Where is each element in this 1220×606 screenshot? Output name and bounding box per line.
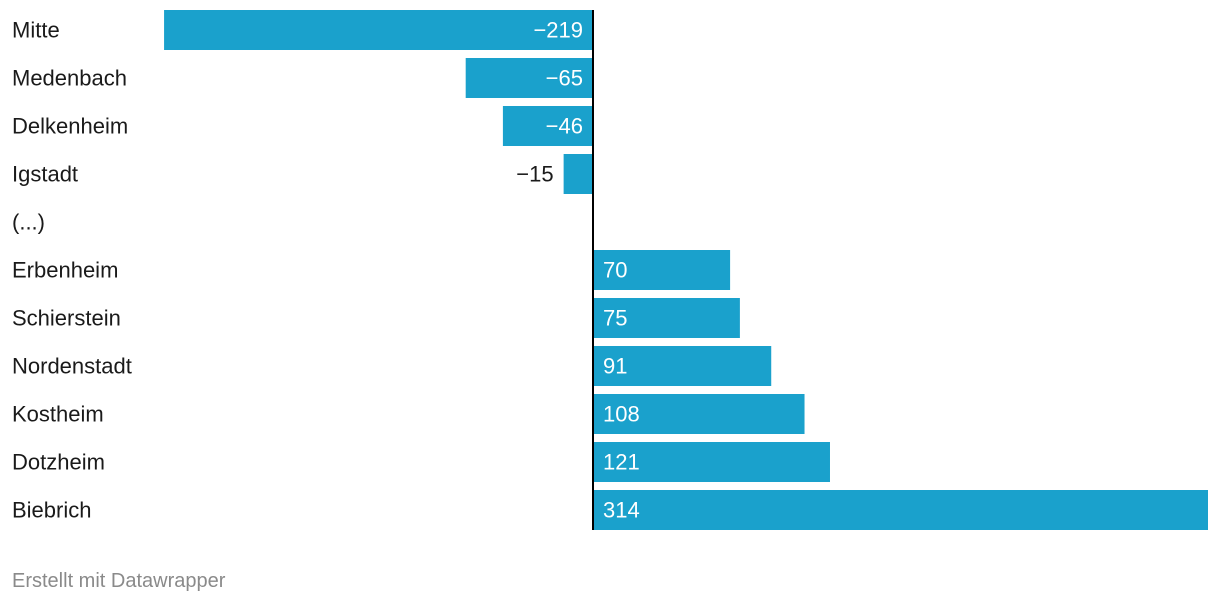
category-label: Medenbach	[12, 66, 127, 91]
category-label: Mitte	[12, 18, 60, 43]
value-label: −219	[533, 18, 583, 43]
value-label: −46	[546, 114, 583, 139]
category-label: Kostheim	[12, 402, 104, 427]
value-label: 121	[603, 450, 640, 475]
bar	[593, 298, 740, 338]
category-label: Schierstein	[12, 306, 121, 331]
bar	[593, 346, 772, 386]
bar	[465, 58, 593, 98]
bar	[502, 106, 593, 146]
category-label: Igstadt	[12, 162, 78, 187]
category-label: (...)	[12, 210, 45, 235]
value-label: 91	[603, 354, 627, 379]
bar	[164, 10, 593, 50]
category-label: Dotzheim	[12, 450, 105, 475]
value-label: 314	[603, 498, 640, 523]
value-label: 75	[603, 306, 627, 331]
bar	[593, 442, 830, 482]
credit-footer[interactable]: Erstellt mit Datawrapper	[12, 570, 226, 592]
bar	[593, 394, 805, 434]
value-label: 70	[603, 258, 627, 283]
category-label: Nordenstadt	[12, 354, 132, 379]
category-label: Biebrich	[12, 498, 91, 523]
value-label: −15	[516, 162, 553, 187]
bar-chart: Mitte −219 Medenbach −65 Delkenheim −46 Igstad…	[12, 10, 1208, 530]
bar	[563, 154, 593, 194]
bar	[593, 490, 1208, 530]
category-label: Delkenheim	[12, 114, 128, 139]
category-label: Erbenheim	[12, 258, 118, 283]
bar	[593, 250, 731, 290]
value-label: −65	[546, 66, 583, 91]
value-label: 108	[603, 402, 640, 427]
